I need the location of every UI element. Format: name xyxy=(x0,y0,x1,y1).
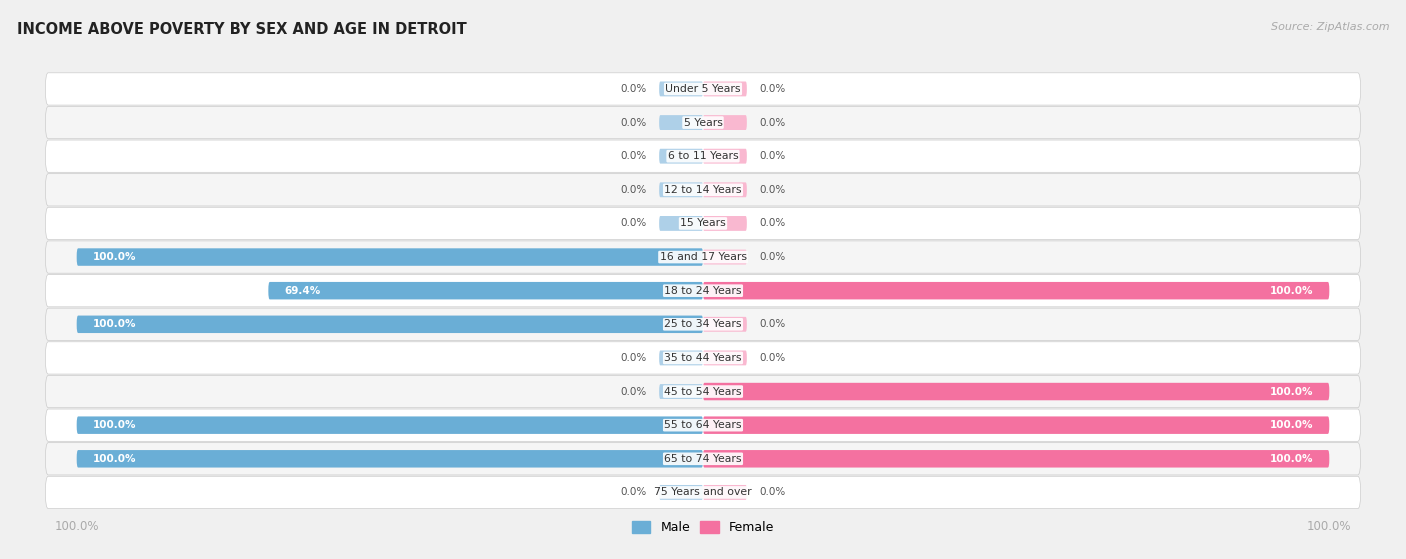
FancyBboxPatch shape xyxy=(45,140,1361,172)
FancyBboxPatch shape xyxy=(703,450,1329,467)
Text: Source: ZipAtlas.com: Source: ZipAtlas.com xyxy=(1271,22,1389,32)
Text: 100.0%: 100.0% xyxy=(93,252,136,262)
FancyBboxPatch shape xyxy=(45,342,1361,374)
Text: 0.0%: 0.0% xyxy=(759,185,786,195)
Text: 18 to 24 Years: 18 to 24 Years xyxy=(664,286,742,296)
FancyBboxPatch shape xyxy=(77,248,703,266)
FancyBboxPatch shape xyxy=(703,416,1329,434)
FancyBboxPatch shape xyxy=(659,182,703,197)
FancyBboxPatch shape xyxy=(45,376,1361,408)
Text: 100.0%: 100.0% xyxy=(93,420,136,430)
FancyBboxPatch shape xyxy=(45,476,1361,509)
FancyBboxPatch shape xyxy=(659,485,703,500)
Text: 45 to 54 Years: 45 to 54 Years xyxy=(664,387,742,396)
Text: 0.0%: 0.0% xyxy=(759,252,786,262)
Text: 16 and 17 Years: 16 and 17 Years xyxy=(659,252,747,262)
Text: 69.4%: 69.4% xyxy=(284,286,321,296)
FancyBboxPatch shape xyxy=(659,216,703,231)
Text: 100.0%: 100.0% xyxy=(93,454,136,464)
Text: 0.0%: 0.0% xyxy=(620,387,647,396)
Text: 100.0%: 100.0% xyxy=(93,319,136,329)
Text: 0.0%: 0.0% xyxy=(620,353,647,363)
FancyBboxPatch shape xyxy=(45,73,1361,105)
FancyBboxPatch shape xyxy=(77,316,703,333)
FancyBboxPatch shape xyxy=(703,317,747,331)
FancyBboxPatch shape xyxy=(77,416,703,434)
FancyBboxPatch shape xyxy=(45,274,1361,307)
FancyBboxPatch shape xyxy=(703,115,747,130)
FancyBboxPatch shape xyxy=(703,149,747,164)
Text: 65 to 74 Years: 65 to 74 Years xyxy=(664,454,742,464)
FancyBboxPatch shape xyxy=(703,182,747,197)
FancyBboxPatch shape xyxy=(703,250,747,264)
FancyBboxPatch shape xyxy=(77,450,703,467)
FancyBboxPatch shape xyxy=(659,82,703,96)
Text: 12 to 14 Years: 12 to 14 Years xyxy=(664,185,742,195)
Legend: Male, Female: Male, Female xyxy=(627,517,779,539)
FancyBboxPatch shape xyxy=(45,443,1361,475)
Text: 75 Years and over: 75 Years and over xyxy=(654,487,752,498)
Text: 55 to 64 Years: 55 to 64 Years xyxy=(664,420,742,430)
Text: 0.0%: 0.0% xyxy=(759,353,786,363)
FancyBboxPatch shape xyxy=(45,241,1361,273)
FancyBboxPatch shape xyxy=(703,383,1329,400)
Text: Under 5 Years: Under 5 Years xyxy=(665,84,741,94)
Text: 0.0%: 0.0% xyxy=(620,487,647,498)
Text: 0.0%: 0.0% xyxy=(759,319,786,329)
FancyBboxPatch shape xyxy=(45,207,1361,240)
Text: 100.0%: 100.0% xyxy=(1270,387,1313,396)
Text: 0.0%: 0.0% xyxy=(620,84,647,94)
Text: 0.0%: 0.0% xyxy=(620,151,647,161)
Text: 25 to 34 Years: 25 to 34 Years xyxy=(664,319,742,329)
FancyBboxPatch shape xyxy=(659,149,703,164)
Text: 100.0%: 100.0% xyxy=(1270,420,1313,430)
Text: 6 to 11 Years: 6 to 11 Years xyxy=(668,151,738,161)
FancyBboxPatch shape xyxy=(703,282,1329,300)
Text: 0.0%: 0.0% xyxy=(759,487,786,498)
FancyBboxPatch shape xyxy=(45,409,1361,441)
Text: 0.0%: 0.0% xyxy=(620,185,647,195)
Text: 0.0%: 0.0% xyxy=(759,219,786,229)
FancyBboxPatch shape xyxy=(703,82,747,96)
Text: 5 Years: 5 Years xyxy=(683,117,723,127)
Text: 35 to 44 Years: 35 to 44 Years xyxy=(664,353,742,363)
Text: 15 Years: 15 Years xyxy=(681,219,725,229)
FancyBboxPatch shape xyxy=(703,350,747,366)
Text: 0.0%: 0.0% xyxy=(759,117,786,127)
FancyBboxPatch shape xyxy=(659,115,703,130)
FancyBboxPatch shape xyxy=(269,282,703,300)
FancyBboxPatch shape xyxy=(703,485,747,500)
Text: 0.0%: 0.0% xyxy=(759,84,786,94)
Text: 100.0%: 100.0% xyxy=(1270,454,1313,464)
FancyBboxPatch shape xyxy=(659,384,703,399)
FancyBboxPatch shape xyxy=(659,350,703,366)
Text: INCOME ABOVE POVERTY BY SEX AND AGE IN DETROIT: INCOME ABOVE POVERTY BY SEX AND AGE IN D… xyxy=(17,22,467,37)
FancyBboxPatch shape xyxy=(45,174,1361,206)
FancyBboxPatch shape xyxy=(45,106,1361,139)
Text: 0.0%: 0.0% xyxy=(759,151,786,161)
Text: 0.0%: 0.0% xyxy=(620,219,647,229)
Text: 100.0%: 100.0% xyxy=(1270,286,1313,296)
FancyBboxPatch shape xyxy=(703,216,747,231)
Text: 0.0%: 0.0% xyxy=(620,117,647,127)
FancyBboxPatch shape xyxy=(45,308,1361,340)
